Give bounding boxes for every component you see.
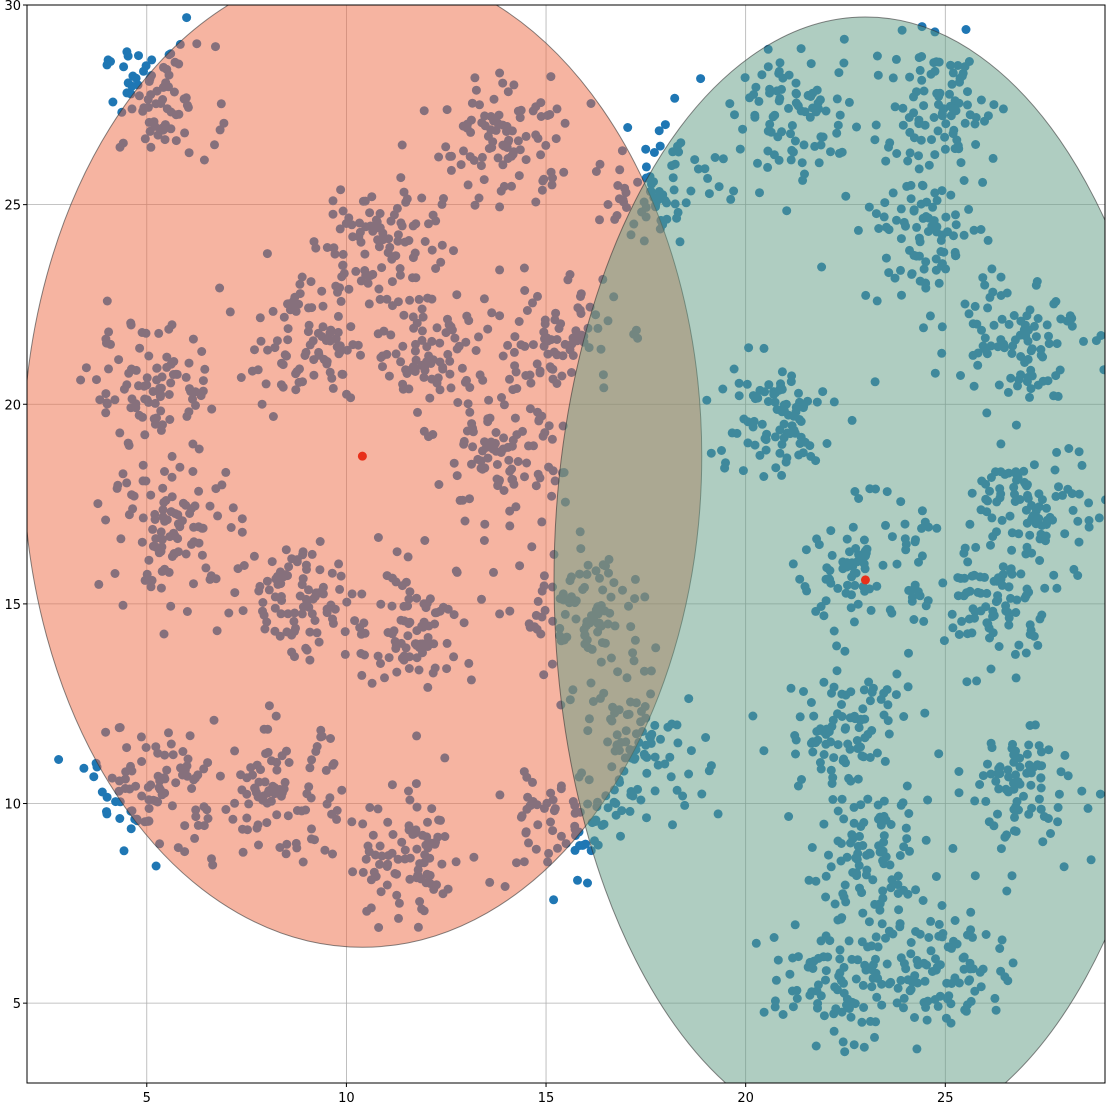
data-point [182, 13, 192, 23]
data-point [660, 120, 670, 130]
cluster-ellipses [27, 5, 1105, 1083]
x-tick-label: 25 [937, 1091, 954, 1106]
data-point [115, 814, 125, 823]
data-point [549, 895, 559, 905]
data-point [54, 755, 64, 764]
cluster-center-2 [860, 575, 870, 585]
data-point [102, 60, 112, 70]
data-point [108, 97, 118, 107]
cluster-center-1 [357, 451, 367, 461]
data-point [961, 25, 971, 34]
data-point [126, 824, 136, 834]
data-point [131, 73, 141, 83]
plot-frame [26, 4, 1106, 1084]
y-tick-label: 30 [4, 0, 21, 14]
data-point [123, 78, 133, 88]
data-point [122, 47, 132, 57]
data-point [134, 51, 143, 61]
data-point [111, 797, 121, 807]
data-point [670, 93, 680, 103]
cluster-centers [357, 451, 870, 585]
x-tick-label: 5 [143, 1091, 151, 1106]
y-tick-label: 25 [4, 199, 21, 214]
data-point [655, 141, 665, 151]
y-tick-label: 5 [13, 997, 21, 1012]
data-point [151, 861, 161, 871]
data-point [641, 162, 651, 172]
x-axis-ticks: 5 10 15 20 25 [143, 1083, 954, 1106]
y-axis-ticks: 5 10 15 20 25 30 [4, 0, 27, 1012]
data-point [641, 144, 651, 154]
x-tick-label: 10 [338, 1091, 355, 1106]
data-point [573, 875, 582, 885]
y-tick-label: 20 [4, 398, 21, 413]
data-point [575, 841, 585, 850]
y-tick-label: 10 [4, 798, 21, 813]
data-point [623, 123, 633, 132]
data-point [583, 878, 592, 888]
cluster-ellipse-2 [553, 16, 1105, 1083]
data-point [122, 88, 132, 98]
data-point [139, 66, 148, 76]
x-tick-label: 15 [538, 1091, 555, 1106]
data-point [102, 807, 111, 817]
data-point [89, 772, 99, 782]
data-point [696, 74, 706, 84]
data-point [97, 787, 107, 797]
x-tick-label: 20 [737, 1091, 754, 1106]
y-tick-label: 15 [4, 598, 21, 613]
data-point [119, 846, 129, 856]
data-point [79, 763, 89, 773]
data-point [147, 55, 157, 65]
data-point [654, 126, 664, 136]
data-point [649, 148, 659, 157]
data-point [119, 62, 129, 72]
